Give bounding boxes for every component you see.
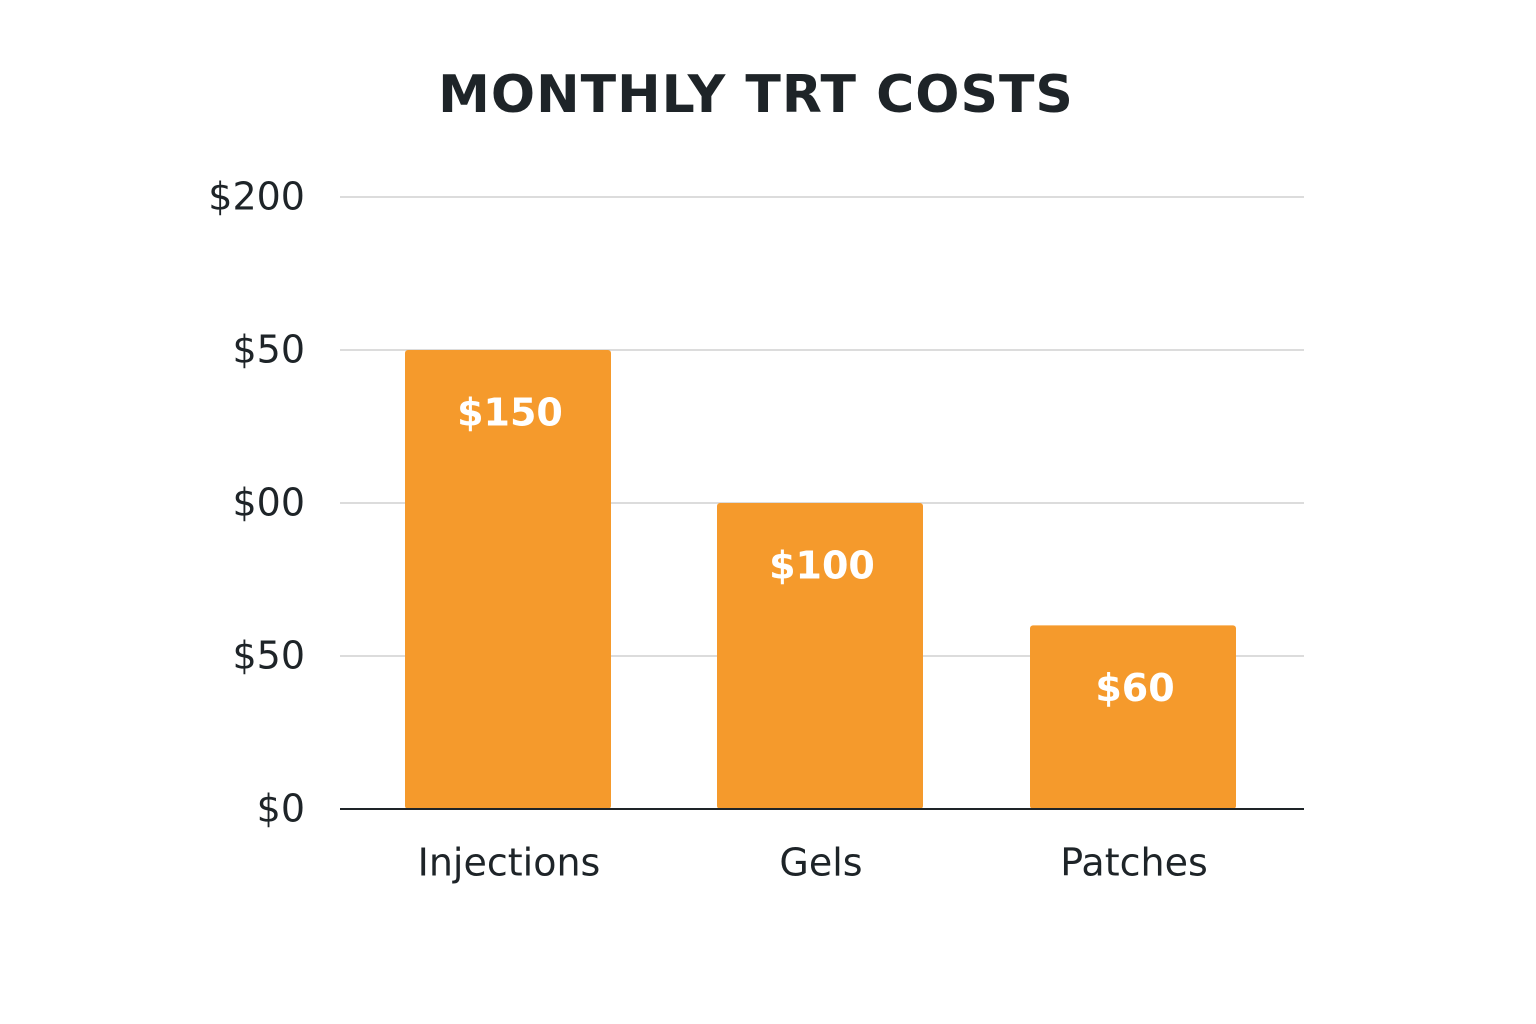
y-tick-label: $50 [232, 634, 305, 678]
y-tick-label: $0 [257, 787, 305, 831]
bar [1030, 625, 1236, 809]
y-tick-label: $50 [232, 328, 305, 372]
value-label: $60 [1095, 666, 1174, 710]
x-tick-label: Gels [779, 841, 862, 885]
chart-title: MONTHLY TRT COSTS [438, 65, 1074, 125]
x-tick-label: Patches [1060, 841, 1208, 885]
x-tick-label: Injections [418, 841, 601, 885]
value-label: $100 [769, 544, 875, 588]
value-label: $150 [457, 391, 563, 435]
y-tick-label: $200 [208, 175, 305, 219]
bar [717, 503, 923, 809]
y-tick-label: $00 [232, 481, 305, 525]
bar [405, 350, 611, 809]
